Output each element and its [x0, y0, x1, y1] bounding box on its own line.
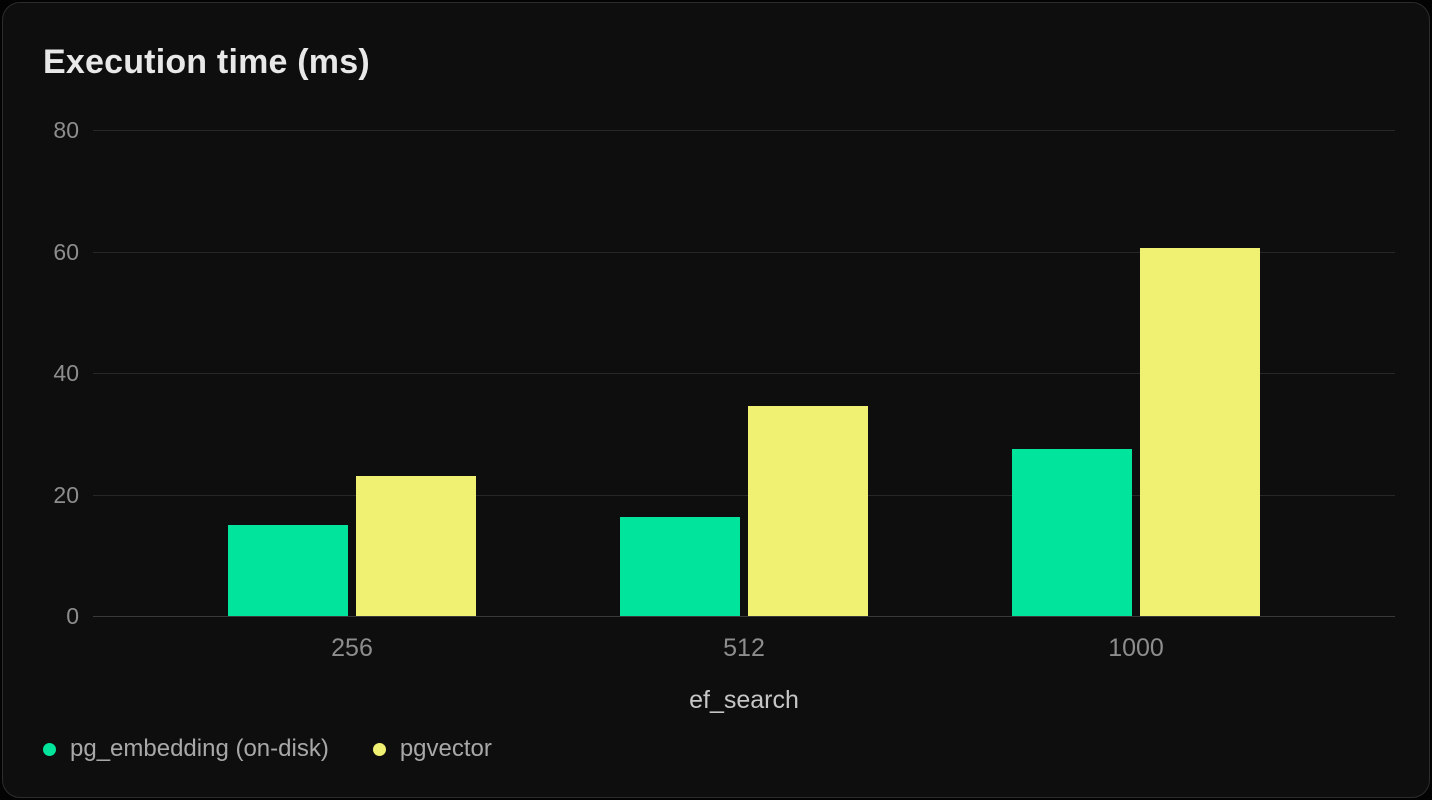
x-axis-tick-label: 1000 [1108, 634, 1164, 662]
y-axis-tick-label: 0 [66, 603, 79, 629]
bar-series2-512[interactable] [748, 406, 868, 616]
legend-item-pg-embedding[interactable]: pg_embedding (on-disk) [43, 735, 329, 763]
legend-item-label: pg_embedding (on-disk) [70, 735, 329, 762]
legend-item-label: pgvector [399, 735, 492, 762]
bar-series2-1000[interactable] [1140, 248, 1260, 616]
gridline [93, 373, 1395, 374]
y-axis-tick-label: 80 [53, 117, 79, 143]
series-color-dot-icon [43, 742, 56, 756]
bar-series1-256[interactable] [228, 525, 348, 616]
gridline [93, 252, 1395, 253]
y-axis-tick-label: 20 [53, 482, 79, 508]
y-axis-tick-label: 40 [53, 360, 79, 386]
legend-item-pgvector[interactable]: pgvector [372, 735, 492, 763]
x-axis-tick-label: 256 [331, 634, 373, 662]
x-axis-tick-label: 512 [723, 634, 765, 662]
bar-series1-512[interactable] [620, 517, 740, 616]
bar-series2-256[interactable] [356, 476, 476, 616]
series-color-dot-icon [372, 742, 386, 756]
gridline [93, 495, 1395, 496]
plot-area: 0 20 40 60 80 256 512 1000 [3, 3, 1429, 797]
legend: pg_embedding (on-disk) pgvector [43, 735, 492, 763]
y-axis-tick-label: 60 [53, 239, 79, 265]
gridline [93, 130, 1395, 131]
bar-series1-1000[interactable] [1012, 449, 1132, 616]
chart-title: Execution time (ms) [43, 43, 370, 81]
x-axis-title: ef_search [689, 686, 799, 714]
x-axis-line [93, 616, 1395, 617]
